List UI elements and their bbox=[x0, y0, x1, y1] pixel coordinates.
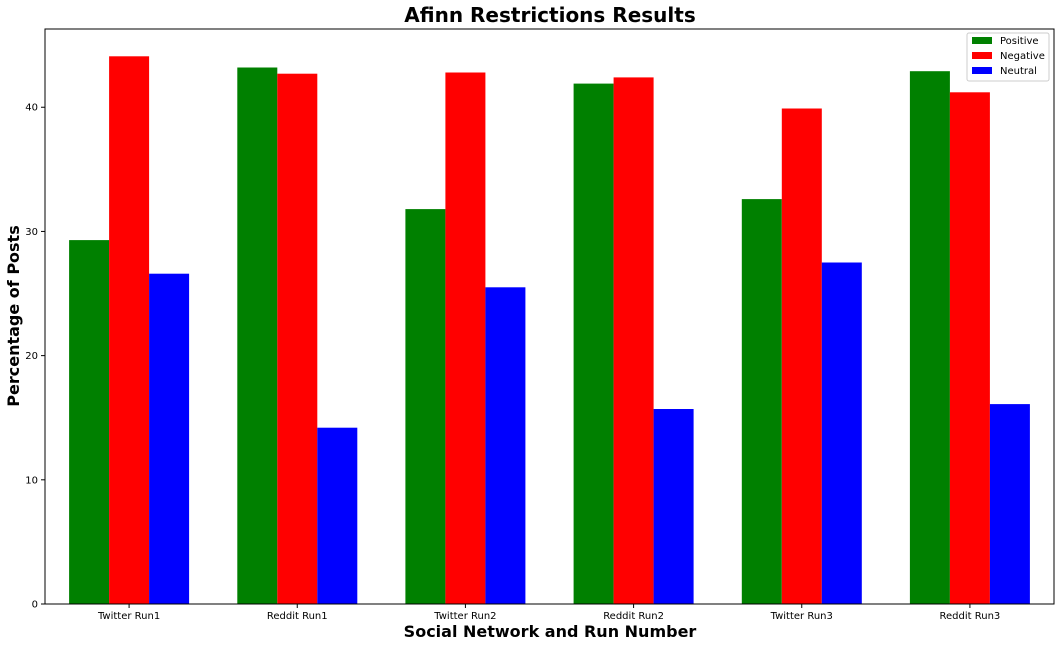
bar-positive-1 bbox=[69, 240, 110, 604]
legend-swatch-positive bbox=[972, 37, 992, 44]
x-axis-title: Social Network and Run Number bbox=[404, 622, 697, 641]
y-tick-label: 20 bbox=[25, 351, 38, 362]
bar-neutral-1 bbox=[149, 273, 190, 604]
axes-frame bbox=[44, 28, 1055, 605]
bar-negative-5 bbox=[781, 108, 822, 604]
x-tick-label: Reddit Run2 bbox=[603, 611, 664, 622]
bar-positive-5 bbox=[741, 199, 782, 604]
bar-neutral-2 bbox=[317, 427, 358, 604]
bar-positive-3 bbox=[405, 209, 446, 604]
y-tick-label: 40 bbox=[25, 103, 38, 114]
bar-positive-2 bbox=[237, 67, 278, 604]
bar-neutral-3 bbox=[485, 287, 526, 604]
bar-negative-2 bbox=[277, 73, 318, 604]
bar-negative-4 bbox=[613, 77, 654, 604]
y-tick-label: 10 bbox=[25, 475, 38, 486]
legend-label-positive: Positive bbox=[1000, 36, 1039, 47]
y-tick-label: 30 bbox=[25, 227, 38, 238]
plot-area bbox=[69, 56, 1030, 605]
bar-neutral-4 bbox=[653, 409, 694, 604]
x-tick-label: Twitter Run2 bbox=[433, 611, 496, 622]
bar-negative-6 bbox=[949, 92, 990, 605]
bar-positive-6 bbox=[909, 71, 950, 604]
bar-negative-3 bbox=[445, 72, 486, 604]
x-tick-label: Reddit Run1 bbox=[267, 611, 328, 622]
chart-title: Afinn Restrictions Results bbox=[404, 3, 695, 27]
bar-neutral-6 bbox=[989, 404, 1030, 604]
legend: Positive Negative Neutral bbox=[966, 32, 1050, 82]
legend-label-negative: Negative bbox=[1000, 51, 1045, 62]
legend-label-neutral: Neutral bbox=[1000, 66, 1037, 77]
bar-neutral-5 bbox=[821, 262, 862, 604]
x-axis: Twitter Run1 Reddit Run1 Twitter Run2 Reddi… bbox=[97, 604, 1000, 622]
x-tick-label: Reddit Run3 bbox=[940, 611, 1001, 622]
y-tick-label: 0 bbox=[32, 600, 38, 611]
y-axis: 0 10 20 30 40 bbox=[25, 103, 45, 611]
legend-swatch-neutral bbox=[972, 67, 992, 74]
x-tick-label: Twitter Run1 bbox=[97, 611, 160, 622]
y-axis-title: Percentage of Posts bbox=[4, 225, 23, 406]
bar-negative-1 bbox=[109, 56, 150, 605]
bar-positive-4 bbox=[573, 83, 614, 605]
x-tick-label: Twitter Run3 bbox=[770, 611, 833, 622]
legend-swatch-negative bbox=[972, 52, 992, 59]
